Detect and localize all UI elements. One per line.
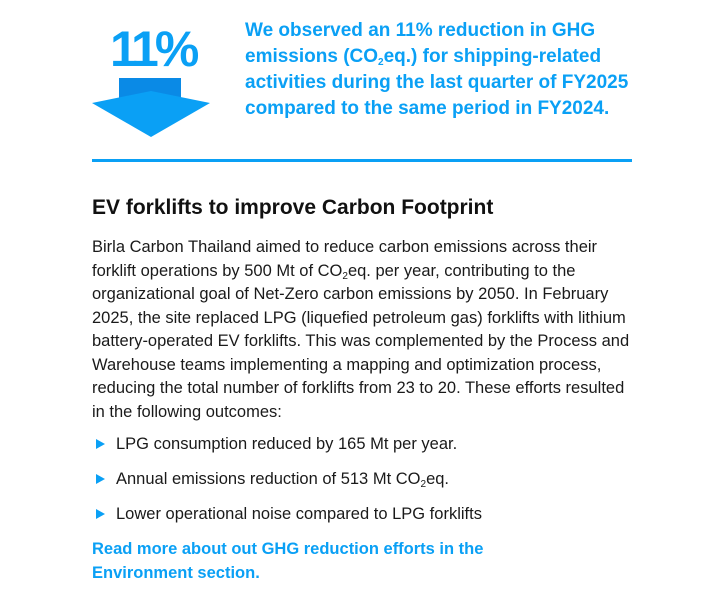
outcomes-list: LPG consumption reduced by 165 Mt per ye…	[92, 432, 612, 537]
stat-text-part: eq.) for shipping-related activities dur…	[245, 46, 629, 119]
subscript: 2	[378, 57, 384, 68]
triangle-bullet-icon	[96, 439, 105, 449]
list-item-text: eq.	[426, 470, 449, 488]
section-heading: EV forklifts to improve Carbon Footprint	[92, 196, 494, 219]
read-more-link[interactable]: Read more about out GHG reduction effort…	[92, 540, 484, 582]
section-body: Birla Carbon Thailand aimed to reduce ca…	[92, 236, 632, 424]
list-item: Lower operational noise compared to LPG …	[92, 502, 612, 537]
list-item-text: Annual emissions reduction of 513 Mt CO	[116, 470, 421, 488]
stat-description: We observed an 11% reduction in GHG emis…	[245, 18, 645, 122]
stat-callout: 11% We observed an 11% reduction in GHG …	[92, 10, 632, 150]
list-item: LPG consumption reduced by 165 Mt per ye…	[92, 432, 612, 467]
triangle-bullet-icon	[96, 509, 105, 519]
stat-value: 11%	[110, 21, 199, 77]
down-arrow-icon	[92, 78, 210, 137]
list-item-text: Lower operational noise compared to LPG …	[116, 505, 482, 523]
body-text-part: Birla Carbon Thailand aimed to reduce ca…	[92, 238, 598, 280]
section-divider	[92, 159, 632, 162]
list-item: Annual emissions reduction of 513 Mt CO2…	[92, 467, 612, 502]
list-item-text: LPG consumption reduced by 165 Mt per ye…	[116, 435, 458, 453]
subscript: 2	[420, 479, 427, 490]
triangle-bullet-icon	[96, 474, 105, 484]
stat-text-part: We observed an 11% reduction in GHG emis…	[245, 20, 596, 67]
subscript: 2	[342, 270, 348, 282]
body-text-part: eq. per year, contributing to the organi…	[92, 261, 630, 421]
